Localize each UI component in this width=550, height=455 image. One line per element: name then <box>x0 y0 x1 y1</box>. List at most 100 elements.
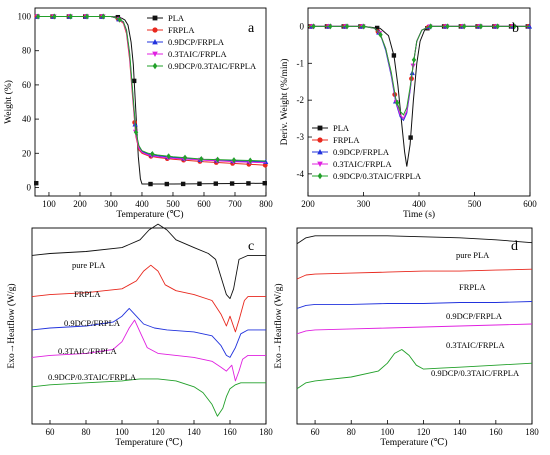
panel-a-series-line <box>36 16 267 164</box>
panel-a-series-point <box>213 181 218 186</box>
panel-a-series-point <box>231 157 237 164</box>
panel-d-frame <box>296 227 533 425</box>
panel-d-chart: 60 80 100 120 140 160 180 pure PLA FRPLA 0.9DCP/… <box>273 227 539 448</box>
panel-c-chart: 60 80 100 120 140 160 180 pure PLA FRPLA 0.9DCP/… <box>6 223 273 448</box>
panel-a-series-point <box>131 78 137 84</box>
panel-a-series-point <box>197 181 202 186</box>
panel-a-legend-marker <box>152 27 158 33</box>
panel-a-xtick-label: 600 <box>197 199 211 209</box>
panel-b-legend-marker <box>317 161 323 167</box>
panel-b-series-line <box>308 25 530 120</box>
panel-c-curve <box>31 307 266 358</box>
panel-c-frame <box>31 227 267 425</box>
panel-a-series-point <box>180 181 186 187</box>
panel-a-ytick-label: 100 <box>18 12 32 22</box>
panel-a-series-point <box>164 181 170 187</box>
panel-a-xtick-label: 200 <box>73 199 87 209</box>
panel-a-series-point <box>215 156 220 163</box>
panel-b-series-line <box>308 25 530 167</box>
panel-a-legend-label: FRPLA <box>168 25 195 35</box>
panel-c-xtick-label: 180 <box>259 427 273 437</box>
panel-a-series-line <box>36 16 267 163</box>
panel-a-series-point <box>262 180 267 186</box>
panel-a-xtick-label: 400 <box>135 199 149 209</box>
panel-a-series-point <box>117 16 122 23</box>
panel-c-xtick-label: 140 <box>187 427 201 437</box>
panel-a-series-point <box>35 13 41 20</box>
panel-a-ytick-label: 20 <box>22 148 32 158</box>
panel-d-curve-label: pure PLA <box>456 250 490 260</box>
panel-b-series-line <box>308 25 530 122</box>
panel-b-xtick-label: 500 <box>468 199 482 209</box>
panel-a-series-point <box>150 151 155 158</box>
panel-b-legend-marker <box>317 149 323 155</box>
panel-b-legend-marker <box>317 125 323 131</box>
panel-c-curve <box>31 319 266 382</box>
panel-b-series-point <box>512 23 517 30</box>
panel-b-series-line <box>308 25 530 120</box>
panel-d-curve <box>296 301 533 309</box>
panel-b-series-point <box>445 23 450 30</box>
panel-d-curve-label: 0.9DCP/0.3TAIC/FRPLA <box>431 368 520 378</box>
panel-d-curve <box>296 268 533 280</box>
panel-d-curve <box>296 235 533 245</box>
panel-d-xlabel: Temperature (℃) <box>380 437 447 448</box>
panel-b-xtick-label: 600 <box>523 199 537 209</box>
panel-b-xlabel: Time (s) <box>403 209 435 220</box>
panel-b-xtick-label: 300 <box>357 199 371 209</box>
panel-b-series-point <box>378 31 383 38</box>
panel-a-legend: PLA FRPLA 0.9DCP/FRPLA 0.3TAIC/FRPLA 0.9DCP/… <box>147 13 257 71</box>
panel-b-series-point <box>411 56 417 63</box>
panel-d-xtick-label: 160 <box>489 427 503 437</box>
panel-c-xtick-label: 100 <box>115 427 129 437</box>
panel-a-legend-marker <box>152 62 158 70</box>
panel-a-frame <box>34 7 267 197</box>
panel-c-curve <box>31 378 266 417</box>
panel-a-series-point <box>199 156 204 163</box>
panel-a-series-point <box>52 13 57 20</box>
panel-d-xtick-label: 140 <box>453 427 467 437</box>
panel-a-xlabel: Temperature (℃) <box>116 209 183 220</box>
panel-d-xtick-label: 180 <box>525 427 539 437</box>
panel-a-series-point <box>166 153 171 160</box>
panel-c-ylabel: Exo→Heatflow (W/g) <box>6 283 17 368</box>
panel-b-legend-marker <box>317 172 323 180</box>
panel-a-series-line <box>36 16 267 162</box>
panel-b-series-point <box>361 23 366 30</box>
panel-c-curve-label: 0.9DCP/FRPLA <box>64 318 121 328</box>
panel-b-series-point <box>408 135 413 140</box>
panel-b-xtick-label: 200 <box>301 199 315 209</box>
panel-d-curve <box>296 323 533 335</box>
panel-a-chart: 100 200 300 400 500 600 700 800 0 20 40 60 80 100 a T… <box>3 7 273 220</box>
panel-a-legend-marker <box>152 51 158 57</box>
panel-b-series-point <box>395 99 400 106</box>
panel-c-curve-label: 0.9DCP/0.3TAIC/FRPLA <box>48 372 137 382</box>
panel-b-series-point <box>461 23 467 30</box>
panel-c-letter: c <box>248 239 254 254</box>
panel-b-legend-label: 0.9DCP/FRPLA <box>333 147 390 157</box>
panel-d-curve-label: FRPLA <box>459 282 486 292</box>
panel-b-ytick-label: -3 <box>297 132 305 142</box>
panel-b-ytick-label: -1 <box>297 58 305 68</box>
panel-d-xtick-label: 80 <box>347 427 357 437</box>
panel-a-xtick-label: 300 <box>104 199 118 209</box>
panel-b-legend-label: PLA <box>333 123 350 133</box>
panel-a-series-point <box>182 154 188 161</box>
panel-a-xtick-label: 800 <box>259 199 273 209</box>
panel-c-xlabel: Temperature (℃) <box>115 437 182 448</box>
panel-d-ylabel: Exo→Heatflow (W/g) <box>273 283 284 368</box>
panel-a-ytick-label: 40 <box>22 114 32 124</box>
panel-a-ytick-label: 0 <box>27 182 32 192</box>
panel-c-xtick-label: 160 <box>223 427 237 437</box>
panel-a-series-point <box>68 13 73 20</box>
panel-b-ylabel: Deriv. Weight (%/min) <box>279 59 290 146</box>
panel-d-xtick-label: 100 <box>381 427 395 437</box>
panel-c-curve-label: FRPLA <box>74 289 101 299</box>
panel-c-curve-label: pure PLA <box>72 260 106 270</box>
panel-b-series-point <box>478 23 484 30</box>
panel-b-legend-label: 0.9DCP/0.3TAIC/FRPLA <box>333 171 422 181</box>
panel-d-xtick-label: 60 <box>311 427 321 437</box>
panel-b-xtick-label: 400 <box>412 199 426 209</box>
panel-b-legend-label: 0.3TAIC/FRPLA <box>333 159 392 169</box>
